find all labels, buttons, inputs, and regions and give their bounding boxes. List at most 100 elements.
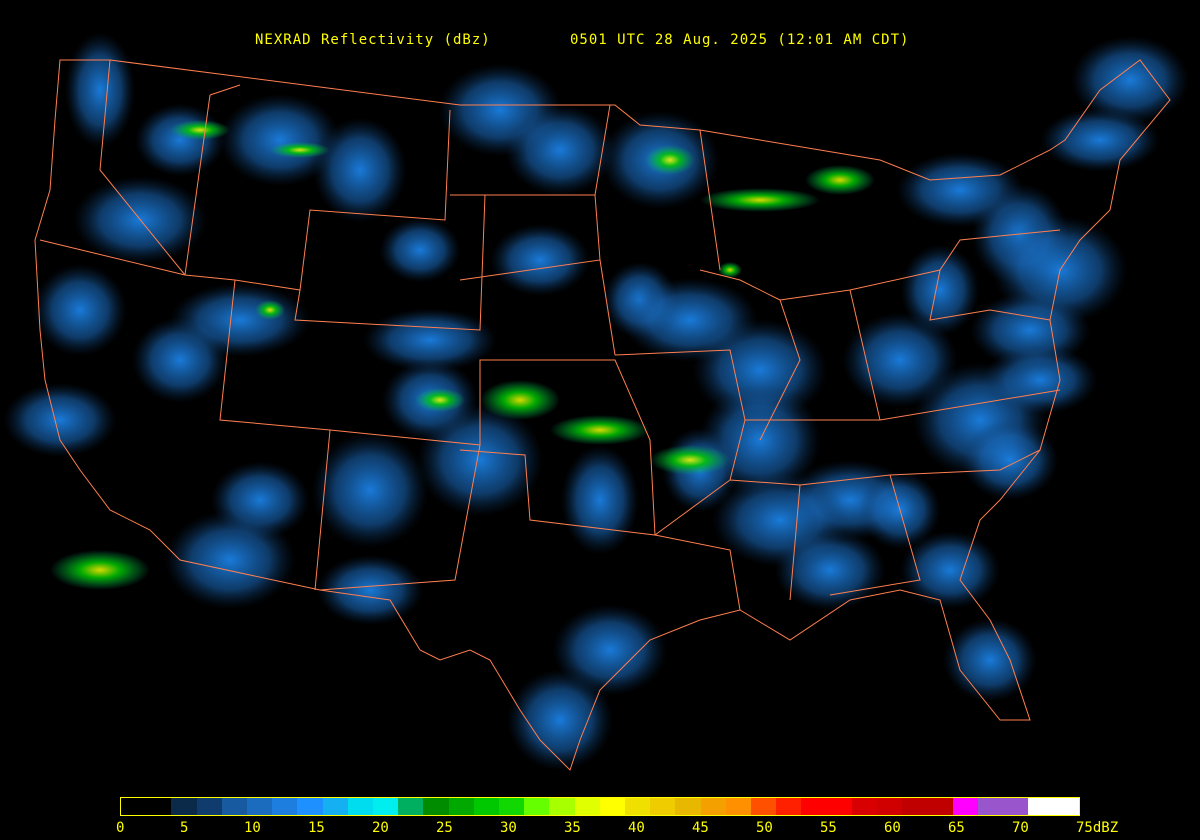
echo-light (774, 529, 886, 611)
scale-tick-label: 70 (1012, 820, 1029, 836)
border-line (654, 534, 741, 611)
radar-map (3, 32, 1189, 771)
echo-light (313, 117, 407, 223)
color-swatch (751, 798, 777, 815)
color-swatch (272, 798, 298, 815)
echo-strong (718, 262, 742, 278)
scale-tick-label: 10 (244, 820, 261, 836)
scale-tick-label: 20 (372, 820, 389, 836)
border-line (39, 239, 186, 276)
color-swatch (902, 798, 928, 815)
echo-light (219, 94, 341, 186)
echo-strong (170, 120, 230, 140)
border-line (314, 429, 331, 591)
color-swatch (221, 798, 248, 815)
scale-tick-label: 75dBZ (1076, 820, 1119, 836)
echo-strong (50, 550, 150, 590)
color-swatch (423, 798, 449, 815)
color-swatch (952, 798, 978, 815)
color-swatch (675, 798, 701, 815)
echo-strong (805, 165, 875, 195)
scale-tick-label: 65 (948, 820, 965, 836)
color-swatch (297, 798, 323, 815)
border-line (209, 84, 241, 96)
echo-strong (415, 388, 465, 412)
color-swatch (373, 798, 399, 815)
echo-light (363, 308, 497, 372)
scale-tick-label: 55 (820, 820, 837, 836)
echo-light (490, 224, 590, 296)
echo-light (552, 604, 668, 696)
echo-light (170, 283, 310, 357)
echo-light (943, 618, 1037, 702)
color-swatch (927, 798, 953, 815)
echo-light (64, 32, 136, 148)
color-swatch (524, 798, 550, 815)
color-swatch (549, 798, 575, 815)
color-swatch (650, 798, 676, 815)
border-line (594, 104, 611, 196)
echo-light (1071, 35, 1189, 125)
color-swatch (347, 798, 374, 815)
echo-strong (270, 142, 330, 158)
echo-light (900, 244, 980, 336)
echo-light (982, 345, 1098, 415)
color-swatch (499, 798, 525, 815)
border-line (849, 289, 881, 421)
scale-tick-label: 40 (628, 820, 645, 836)
echo-light (3, 383, 117, 457)
border-line (459, 194, 601, 281)
border-line (929, 269, 1051, 321)
echo-light (164, 510, 296, 610)
echo-light (505, 104, 615, 196)
color-swatch (574, 798, 600, 815)
border-line (319, 429, 481, 591)
echo-strong (645, 145, 695, 175)
border-line (889, 449, 1041, 476)
scale-tick-label: 35 (564, 820, 581, 836)
color-swatch (1028, 798, 1054, 815)
echo-strong (700, 188, 820, 212)
color-swatch (776, 798, 802, 815)
echo-light (622, 278, 758, 362)
color-swatch (171, 798, 197, 815)
color-swatch (725, 798, 752, 815)
color-swatch (247, 798, 273, 815)
scale-tick-label: 0 (116, 820, 125, 836)
echo-light (316, 555, 424, 625)
color-swatch (196, 798, 222, 815)
color-swatch (977, 798, 1004, 815)
scale-tick-label: 45 (692, 820, 709, 836)
echo-light (561, 445, 639, 555)
scale-tick-label: 30 (500, 820, 517, 836)
echo-strong (550, 415, 650, 445)
color-swatch (877, 798, 903, 815)
scale-tick-label: 50 (756, 820, 773, 836)
timestamp: 0501 UTC 28 Aug. 2025 (12:01 AM CDT) (570, 32, 910, 48)
color-swatch (146, 798, 172, 815)
radar-echoes (3, 32, 1189, 771)
border-line (184, 94, 211, 276)
echo-light (134, 103, 226, 177)
color-swatch (826, 798, 852, 815)
border-line (699, 129, 721, 271)
color-swatch (473, 798, 500, 815)
color-swatch (1053, 798, 1079, 815)
border-line (459, 359, 656, 536)
scale-tick-label: 15 (308, 820, 325, 836)
border-line (799, 474, 921, 596)
scale-tick-label: 5 (180, 820, 189, 836)
product-title: NEXRAD Reflectivity (dBz) (255, 32, 491, 48)
echo-light (507, 669, 613, 771)
border-line (34, 59, 1171, 771)
scale-tick-label: 25 (436, 820, 453, 836)
color-swatch (398, 798, 424, 815)
color-swatch (121, 798, 147, 815)
scale-tick-label: 60 (884, 820, 901, 836)
echo-light (311, 432, 429, 548)
color-swatch (322, 798, 348, 815)
color-swatch (448, 798, 474, 815)
echo-light (33, 264, 127, 356)
color-swatch (851, 798, 878, 815)
border-line (184, 109, 451, 291)
